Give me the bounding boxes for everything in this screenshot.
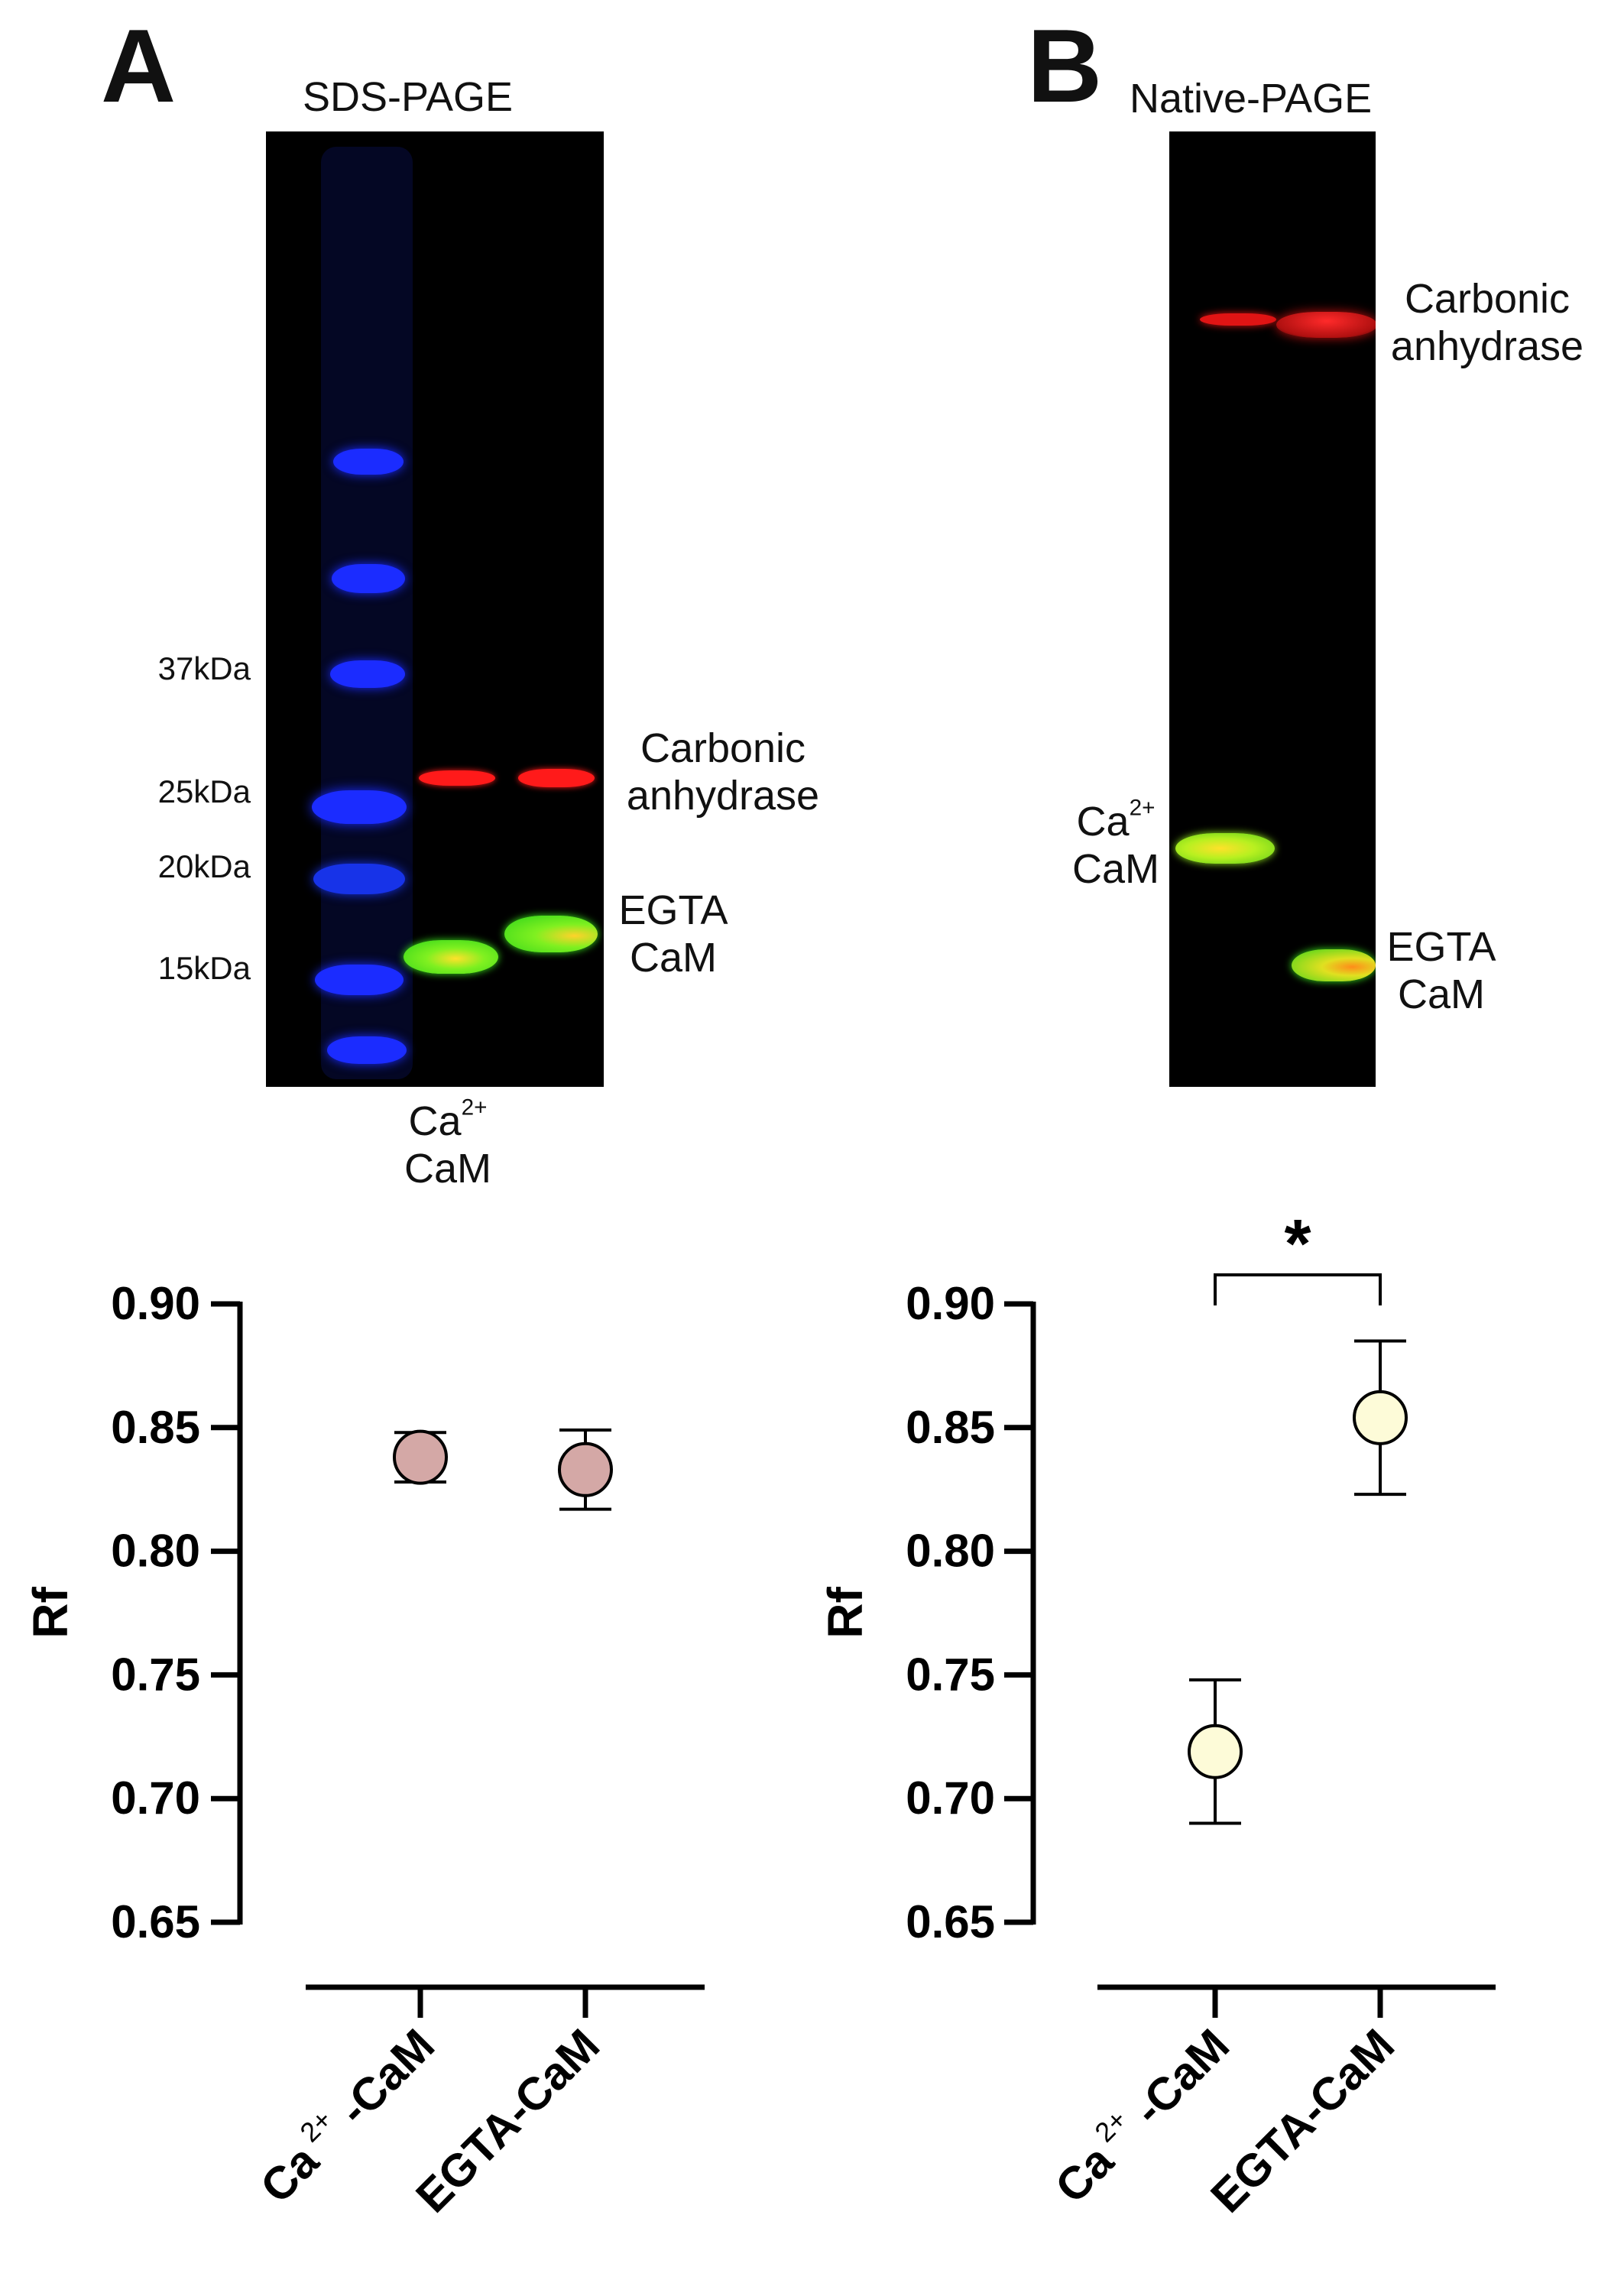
marker-20kda: 20kDa bbox=[157, 848, 251, 884]
ladder-band bbox=[332, 564, 405, 593]
marker-15kda: 15kDa bbox=[157, 950, 251, 986]
sds-page-gel-image bbox=[266, 131, 604, 1087]
ladder-band bbox=[312, 790, 407, 824]
y-tick-label: 0.75 bbox=[111, 1649, 200, 1700]
native-carbonic-anhydrase-label: Carbonic anhydrase bbox=[1373, 275, 1602, 370]
y-tick-label: 0.90 bbox=[906, 1278, 995, 1329]
y-tick-label: 0.80 bbox=[906, 1526, 995, 1577]
ca-cam-band bbox=[1175, 833, 1275, 864]
carbonic-anhydrase-band-lane3 bbox=[518, 769, 595, 787]
label-line: CaM bbox=[1071, 846, 1159, 893]
carbonic-anhydrase-band-lane2 bbox=[419, 770, 495, 786]
ladder-band bbox=[333, 449, 404, 475]
y-tick-label: 0.80 bbox=[111, 1526, 200, 1577]
panel-a-letter: A bbox=[101, 8, 177, 124]
y-tick-label: 0.85 bbox=[906, 1402, 995, 1453]
marker-25kda: 25kDa bbox=[157, 773, 251, 809]
label-line: anhydrase bbox=[1390, 323, 1584, 370]
egta-cam-band bbox=[504, 916, 598, 952]
sds-carbonic-anhydrase-label: Carbonic anhydrase bbox=[608, 725, 838, 819]
ladder-band bbox=[327, 1036, 407, 1064]
label-line: EGTA bbox=[618, 887, 728, 933]
native-ca-cam-label: Ca2+ CaM bbox=[1047, 795, 1185, 893]
native-egta-cam-label: EGTA CaM bbox=[1373, 923, 1510, 1018]
significance-bracket bbox=[1214, 1273, 1382, 1305]
ladder-band bbox=[313, 864, 405, 894]
y-tick-label: 0.85 bbox=[111, 1402, 200, 1453]
label-line: CaM bbox=[629, 935, 717, 981]
label-line: Carbonic bbox=[640, 725, 806, 771]
label-line: CaM bbox=[1397, 971, 1485, 1018]
label-line: Ca2+ bbox=[1047, 795, 1185, 845]
sds-ca-cam-label: Ca2+ CaM bbox=[371, 1096, 524, 1192]
data-point bbox=[393, 1429, 448, 1485]
sds-page-title: SDS-PAGE bbox=[303, 74, 514, 120]
marker-37kda: 37kDa bbox=[157, 650, 251, 686]
label-line: Ca2+ bbox=[371, 1096, 524, 1145]
data-point bbox=[1188, 1724, 1243, 1779]
native-page-gel-image bbox=[1169, 131, 1376, 1087]
label-ca-sup: 2+ bbox=[1129, 795, 1156, 821]
y-tick-label: 0.90 bbox=[111, 1278, 200, 1329]
significance-star: * bbox=[1284, 1206, 1311, 1283]
native-page-title: Native-PAGE bbox=[1130, 76, 1373, 122]
label-ca-sup: 2+ bbox=[461, 1094, 488, 1120]
label-line: EGTA bbox=[1386, 924, 1496, 970]
ladder-lane-glow bbox=[321, 147, 413, 1079]
data-point bbox=[1353, 1390, 1408, 1445]
label-line: Carbonic bbox=[1404, 276, 1571, 322]
panel-b-letter: B bbox=[1027, 8, 1103, 124]
ladder-band bbox=[315, 965, 404, 995]
ladder-band bbox=[330, 660, 405, 688]
egta-cam-band bbox=[1292, 949, 1376, 981]
ca-cam-band bbox=[404, 940, 498, 974]
label-ca: Ca bbox=[408, 1098, 462, 1144]
data-point bbox=[558, 1441, 613, 1497]
sds-egta-cam-label: EGTA CaM bbox=[601, 887, 746, 981]
carbonic-anhydrase-band-lane1 bbox=[1200, 313, 1276, 326]
y-tick-label: 0.65 bbox=[111, 1896, 200, 1947]
carbonic-anhydrase-band-lane2 bbox=[1276, 312, 1376, 338]
label-ca: Ca bbox=[1076, 799, 1130, 845]
y-tick-label: 0.65 bbox=[906, 1896, 995, 1947]
y-tick-label: 0.70 bbox=[906, 1772, 995, 1824]
y-axis-label: Rf bbox=[818, 1587, 873, 1639]
y-tick-label: 0.75 bbox=[906, 1649, 995, 1700]
y-tick-label: 0.70 bbox=[111, 1772, 200, 1824]
y-axis-label: Rf bbox=[23, 1587, 78, 1639]
label-line: anhydrase bbox=[626, 773, 820, 819]
label-line: CaM bbox=[404, 1146, 491, 1192]
